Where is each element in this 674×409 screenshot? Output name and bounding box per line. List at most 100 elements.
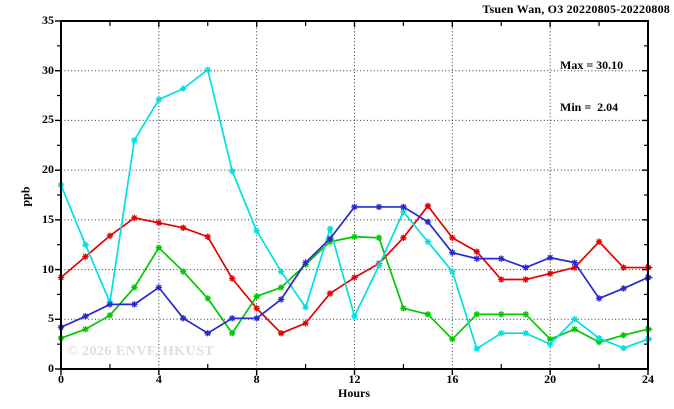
data-point-marker xyxy=(400,305,407,312)
data-point-marker xyxy=(498,330,505,337)
y-tick-label: 30 xyxy=(42,62,54,77)
data-point-marker xyxy=(131,284,138,291)
series-green xyxy=(57,233,653,346)
watermark: © 2026 ENVF, HKUST xyxy=(67,344,215,359)
data-point-marker xyxy=(155,244,163,251)
data-point-marker xyxy=(473,311,480,318)
data-point-marker xyxy=(253,293,260,300)
series-blue xyxy=(57,203,653,337)
data-point-marker xyxy=(449,335,456,343)
data-point-marker xyxy=(473,248,480,255)
y-tick-label: 10 xyxy=(42,261,54,276)
data-point-marker xyxy=(498,255,505,262)
data-point-marker xyxy=(473,345,480,352)
data-point-marker xyxy=(498,311,505,318)
y-tick-label: 5 xyxy=(48,311,54,326)
data-point-marker xyxy=(204,330,211,337)
data-point-marker xyxy=(106,232,114,239)
data-point-marker xyxy=(106,301,114,308)
data-point-marker xyxy=(277,330,285,337)
data-point-marker xyxy=(595,334,603,342)
data-point-marker xyxy=(522,276,529,283)
x-axis-label: Hours xyxy=(337,386,370,400)
data-point-marker xyxy=(546,254,554,261)
data-point-marker xyxy=(375,203,383,211)
data-point-marker xyxy=(253,227,260,234)
data-point-marker xyxy=(155,219,163,227)
data-point-marker xyxy=(180,224,187,232)
data-point-marker xyxy=(277,268,285,275)
chart-title: Tsuen Wan, O3 20220805-20220808 xyxy=(482,2,670,16)
data-point-marker xyxy=(326,235,334,242)
x-tick-label: 4 xyxy=(155,372,162,386)
y-tick-label: 15 xyxy=(42,211,54,226)
max-min-annotation: Max = 30.10 Min = 2.04 xyxy=(560,30,623,142)
data-point-marker xyxy=(82,313,89,320)
y-tick-label: 0 xyxy=(48,361,54,375)
data-point-marker xyxy=(253,305,260,312)
data-point-marker xyxy=(522,330,529,337)
data-point-marker xyxy=(571,259,578,266)
data-point-marker xyxy=(131,137,138,144)
data-point-marker xyxy=(180,268,187,275)
data-point-marker xyxy=(229,315,236,322)
data-point-marker xyxy=(106,312,114,319)
data-point-marker xyxy=(180,85,187,92)
data-point-marker xyxy=(131,301,138,308)
data-point-marker xyxy=(620,264,627,271)
x-tick-label: 8 xyxy=(253,372,260,386)
data-point-marker xyxy=(400,234,407,241)
data-point-marker xyxy=(253,315,260,322)
data-point-marker xyxy=(400,208,407,216)
data-point-marker xyxy=(204,66,211,73)
data-point-marker xyxy=(375,262,383,269)
data-point-marker xyxy=(180,315,187,322)
data-point-marker xyxy=(473,255,480,262)
data-point-marker xyxy=(351,274,358,281)
x-tick-label: 20 xyxy=(544,372,557,386)
x-tick-label: 24 xyxy=(642,372,654,386)
data-point-marker xyxy=(351,233,358,240)
data-point-marker xyxy=(546,335,554,343)
data-point-marker xyxy=(277,296,285,303)
data-point-marker xyxy=(351,203,358,211)
data-point-marker xyxy=(326,290,334,297)
data-point-marker xyxy=(302,304,309,311)
data-point-marker xyxy=(620,344,627,352)
data-point-marker xyxy=(400,203,407,211)
data-point-marker xyxy=(155,284,163,291)
data-point-marker xyxy=(595,238,603,245)
data-point-marker xyxy=(82,241,89,248)
data-point-marker xyxy=(326,225,334,233)
x-tick-label: 0 xyxy=(58,372,64,386)
data-point-marker xyxy=(375,234,383,241)
data-point-marker xyxy=(449,249,456,256)
data-point-marker xyxy=(498,276,505,283)
data-point-marker xyxy=(302,259,309,266)
data-point-marker xyxy=(131,214,138,222)
data-point-marker xyxy=(302,320,309,327)
data-point-marker xyxy=(522,311,529,318)
data-point-marker xyxy=(595,338,603,346)
data-point-marker xyxy=(82,253,89,260)
data-point-marker xyxy=(571,326,578,333)
data-point-marker xyxy=(229,330,236,337)
data-point-marker xyxy=(595,295,603,302)
plot-frame xyxy=(60,20,649,370)
data-point-marker xyxy=(351,313,358,320)
y-tick-label: 35 xyxy=(42,13,54,27)
data-point-marker xyxy=(82,326,89,333)
data-point-marker xyxy=(522,264,529,271)
x-tick-label: 12 xyxy=(348,372,361,386)
data-point-marker xyxy=(424,311,432,318)
data-point-marker xyxy=(204,233,211,240)
data-point-marker xyxy=(424,238,432,245)
data-point-marker xyxy=(620,331,627,339)
data-point-marker xyxy=(277,284,285,291)
data-point-marker xyxy=(571,316,578,323)
data-point-marker xyxy=(546,270,554,277)
x-tick-label: 16 xyxy=(446,372,459,386)
max-annotation: Max = 30.10 xyxy=(560,58,624,72)
data-point-marker xyxy=(229,275,236,282)
